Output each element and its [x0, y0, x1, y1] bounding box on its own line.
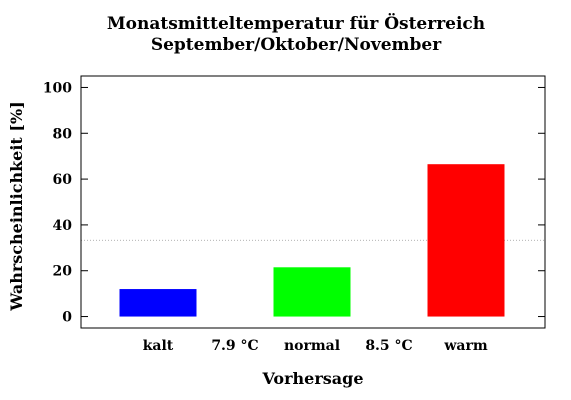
bar-warm: [427, 164, 505, 317]
chart-title-line-2: September/Oktober/November: [151, 35, 442, 55]
chart-title-line-1: Monatsmitteltemperatur für Österreich: [107, 13, 485, 34]
x-tick-label-warm: warm: [443, 338, 487, 354]
y-tick-label: 20: [53, 264, 73, 280]
plot-area: 0 20 40 60 80 100 kalt normal warm 7.9 °C 8.5 °C: [43, 75, 546, 354]
y-tick-label: 100: [43, 80, 72, 96]
plot-frame: [80, 75, 546, 329]
x-tick-label-normal: normal: [284, 338, 340, 354]
y-tick-label: 80: [53, 126, 73, 142]
y-axis-label: Wahrscheinlichkeit [%]: [7, 101, 26, 311]
y-tick-label: 60: [53, 172, 73, 188]
y-tick-label: 40: [53, 218, 73, 234]
y-tick-label: 0: [62, 310, 72, 326]
threshold-label: 7.9 °C: [211, 338, 258, 354]
x-axis-label: Vorhersage: [261, 369, 363, 388]
x-tick-label-kalt: kalt: [143, 338, 174, 354]
bar-kalt: [119, 289, 197, 317]
threshold-label: 8.5 °C: [365, 338, 412, 354]
bar-normal: [273, 267, 351, 317]
